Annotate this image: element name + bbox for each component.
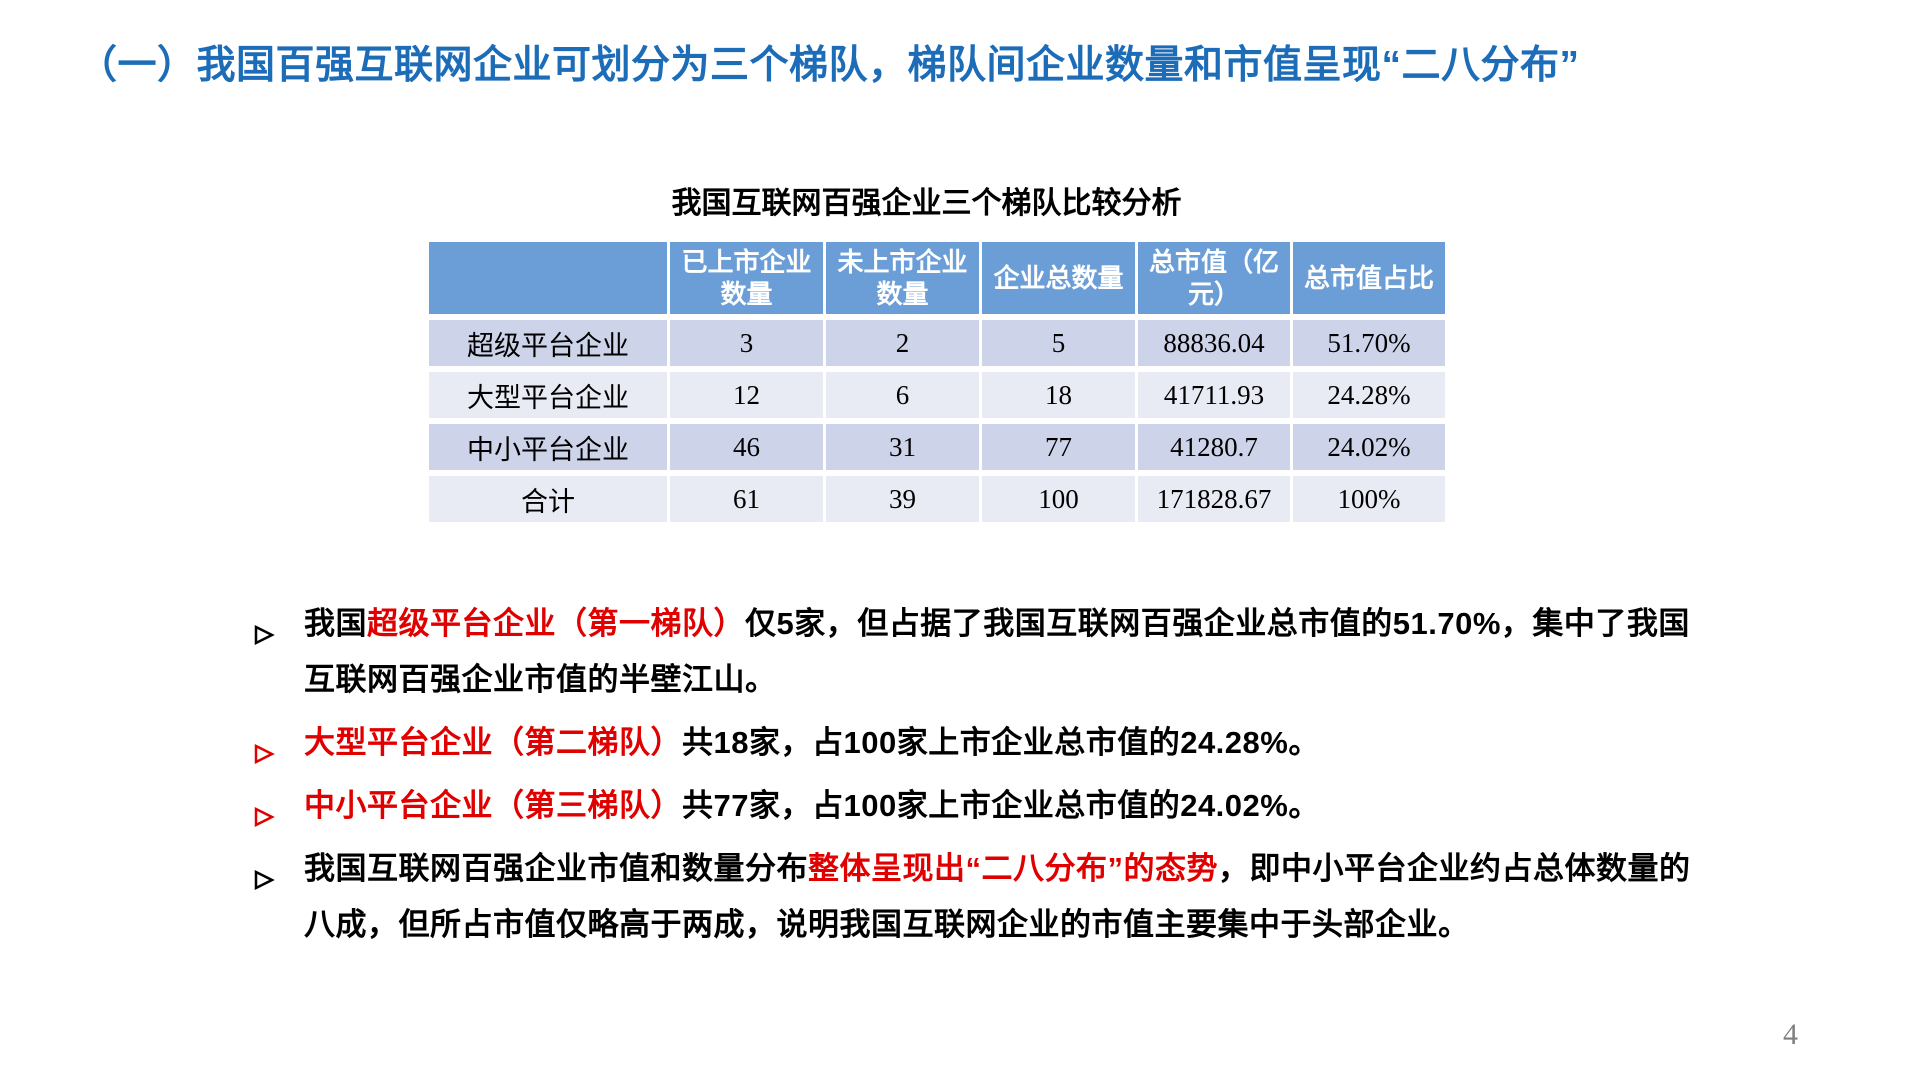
row-label: 大型平台企业 bbox=[429, 372, 667, 418]
row-label: 中小平台企业 bbox=[429, 424, 667, 470]
bullet-text-segment: ，即中小平台企业约占总体数量的八成，但所占市值仅略高于两成，说明我国互联网企业的… bbox=[304, 851, 1691, 942]
bullet-text-segment: 超级平台企业（第一梯队） bbox=[367, 606, 745, 641]
table-row-total: 合计 61 39 100 171828.67 100% bbox=[429, 476, 1445, 522]
cell-total-count: 5 bbox=[982, 320, 1135, 366]
table-header-market-cap: 总市值（亿元） bbox=[1138, 242, 1290, 314]
cell-market-cap: 41280.7 bbox=[1138, 424, 1290, 470]
table-header-total-count: 企业总数量 bbox=[982, 242, 1135, 314]
cell-listed-count: 61 bbox=[670, 476, 823, 522]
bullet-item: 中小平台企业（第三梯队）共77家，占100家上市企业总市值的24.02%。 bbox=[252, 778, 1692, 834]
table-header-unlisted-count: 未上市企业数量 bbox=[826, 242, 979, 314]
arrow-bullet-icon bbox=[252, 792, 278, 828]
cell-cap-share: 24.02% bbox=[1293, 424, 1445, 470]
cell-unlisted-count: 2 bbox=[826, 320, 979, 366]
slide-title: （一）我国百强互联网企业可划分为三个梯队，梯队间企业数量和市值呈现“二八分布” bbox=[78, 44, 1580, 87]
cell-market-cap: 88836.04 bbox=[1138, 320, 1290, 366]
table-title: 我国互联网百强企业三个梯队比较分析 bbox=[671, 187, 1182, 220]
table-header-row: 已上市企业数量 未上市企业数量 企业总数量 总市值（亿元） 总市值占比 bbox=[429, 242, 1445, 314]
cell-market-cap: 171828.67 bbox=[1138, 476, 1290, 522]
cell-listed-count: 46 bbox=[670, 424, 823, 470]
cell-unlisted-count: 6 bbox=[826, 372, 979, 418]
bullet-item: 大型平台企业（第二梯队）共18家，占100家上市企业总市值的24.28%。 bbox=[252, 715, 1692, 771]
table-header-listed-count: 已上市企业数量 bbox=[670, 242, 823, 314]
bullet-text-segment: 中小平台企业（第三梯队） bbox=[304, 788, 682, 823]
cell-listed-count: 12 bbox=[670, 372, 823, 418]
bullet-text-segment: 我国 bbox=[304, 606, 367, 641]
arrow-bullet-icon bbox=[252, 855, 278, 891]
cell-listed-count: 3 bbox=[670, 320, 823, 366]
cell-total-count: 77 bbox=[982, 424, 1135, 470]
bullet-text-segment: 大型平台企业（第二梯队） bbox=[304, 725, 682, 760]
table-header-empty bbox=[429, 242, 667, 314]
table-row: 大型平台企业 12 6 18 41711.93 24.28% bbox=[429, 372, 1445, 418]
cell-unlisted-count: 31 bbox=[826, 424, 979, 470]
page-number: 4 bbox=[1783, 1018, 1798, 1051]
cell-cap-share: 100% bbox=[1293, 476, 1445, 522]
table-header-cap-share: 总市值占比 bbox=[1293, 242, 1445, 314]
comparison-table-block: 我国互联网百强企业三个梯队比较分析 已上市企业数量 未上市企业数量 企业总数量 … bbox=[426, 178, 1445, 528]
bullet-item: 我国超级平台企业（第一梯队）仅5家，但占据了我国互联网百强企业总市值的51.70… bbox=[252, 596, 1692, 708]
comparison-table: 已上市企业数量 未上市企业数量 企业总数量 总市值（亿元） 总市值占比 超级平台… bbox=[426, 236, 1448, 528]
table-row: 超级平台企业 3 2 5 88836.04 51.70% bbox=[429, 320, 1445, 366]
bullet-text-segment: 共77家，占100家上市企业总市值的24.02%。 bbox=[682, 788, 1320, 823]
cell-market-cap: 41711.93 bbox=[1138, 372, 1290, 418]
bullet-text-segment: 仅5家，但占据了我国互联网百强企业总市值的51.70%，集中了我国互联网百强企业… bbox=[304, 606, 1690, 697]
arrow-bullet-icon bbox=[252, 729, 278, 765]
cell-unlisted-count: 39 bbox=[826, 476, 979, 522]
table-row: 中小平台企业 46 31 77 41280.7 24.02% bbox=[429, 424, 1445, 470]
bullet-text-segment: 共18家，占100家上市企业总市值的24.28%。 bbox=[682, 725, 1320, 760]
cell-total-count: 100 bbox=[982, 476, 1135, 522]
bullet-text-segment: 整体呈现出“二八分布”的态势 bbox=[808, 851, 1218, 886]
row-label: 合计 bbox=[429, 476, 667, 522]
cell-cap-share: 51.70% bbox=[1293, 320, 1445, 366]
bullet-list: 我国超级平台企业（第一梯队）仅5家，但占据了我国互联网百强企业总市值的51.70… bbox=[252, 596, 1692, 960]
cell-total-count: 18 bbox=[982, 372, 1135, 418]
arrow-bullet-icon bbox=[252, 610, 278, 646]
cell-cap-share: 24.28% bbox=[1293, 372, 1445, 418]
bullet-text-segment: 我国互联网百强企业市值和数量分布 bbox=[304, 851, 808, 886]
bullet-item: 我国互联网百强企业市值和数量分布整体呈现出“二八分布”的态势，即中小平台企业约占… bbox=[252, 841, 1692, 953]
row-label: 超级平台企业 bbox=[429, 320, 667, 366]
